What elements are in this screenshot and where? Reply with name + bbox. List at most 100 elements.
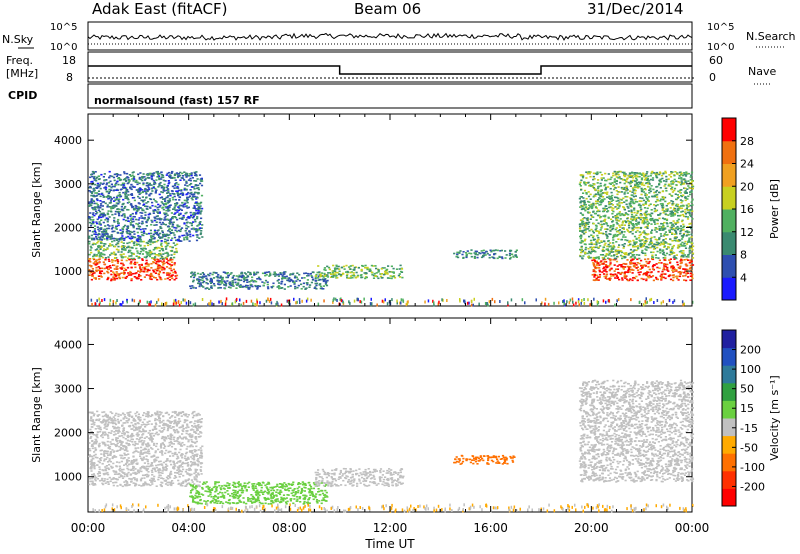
scatter-pixel [268,299,271,303]
scatter-pixel [174,301,177,305]
echo-pixel [593,243,596,245]
echo-pixel [92,255,95,258]
echo-pixel [636,269,640,271]
echo-pixel [604,277,607,279]
echo-pixel [657,257,660,259]
echo-pixel [173,278,176,281]
echo-pixel [623,266,627,268]
echo-pixel [629,268,632,271]
echo-pixel [645,201,648,203]
echo-pixel [629,221,633,223]
echo-pixel [93,202,96,205]
echo-pixel [651,257,654,260]
echo-pixel [100,203,103,205]
scatter-pixel [596,300,599,304]
echo-pixel [680,252,683,254]
echo-pixel [651,217,654,220]
echo-pixel [161,202,164,205]
echo-pixel [635,183,639,186]
echo-pixel [128,258,131,261]
echo-pixel [588,211,591,214]
echo-pixel [620,238,624,241]
echo-pixel [653,221,656,223]
echo-pixel [689,187,692,190]
echo-region [88,170,204,242]
echo-pixel [132,206,135,208]
echo-pixel [669,249,672,251]
echo-pixel [99,228,103,230]
echo-pixel [280,283,283,285]
echo-pixel [605,208,608,210]
echo-pixel [324,280,327,282]
scatter-pixel [98,297,100,301]
echo-pixel [615,173,618,175]
echo-pixel [101,215,105,218]
echo-pixel [103,214,106,217]
echo-pixel [380,273,383,275]
echo-pixel [168,171,171,174]
echo-pixel [617,177,620,179]
echo-pixel [88,235,91,238]
echo-pixel [118,191,121,194]
echo-pixel [98,185,101,188]
echo-pixel [185,232,188,234]
echo-pixel [171,196,174,199]
echo-pixel [680,172,683,175]
echo-pixel [661,202,664,205]
echo-pixel [598,242,601,244]
echo-pixel [227,274,230,277]
echo-pixel [231,280,234,282]
echo-pixel [644,182,648,185]
echo-pixel [100,242,103,245]
echo-pixel [195,239,199,242]
echo-pixel [91,243,94,246]
echo-pixel [162,179,165,182]
echo-pixel [379,273,382,275]
echo-pixel [592,231,595,234]
echo-pixel [644,240,647,242]
echo-pixel [602,207,605,210]
echo-pixel [612,223,615,226]
echo-pixel [163,213,166,216]
echo-pixel [644,248,647,250]
echo-pixel [115,182,118,185]
echo-pixel [644,188,647,191]
echo-pixel [656,243,659,246]
echo-pixel [200,201,203,204]
echo-pixel [164,200,167,202]
echo-pixel [675,270,678,272]
echo-pixel [618,211,621,213]
echo-pixel [171,246,174,249]
echo-pixel [95,259,98,261]
echo-pixel [106,206,109,208]
echo-pixel [687,276,690,278]
echo-pixel [136,250,139,252]
echo-pixel [340,266,344,269]
echo-pixel [683,259,686,261]
echo-pixel [140,264,143,266]
echo-pixel [221,276,224,279]
echo-pixel [98,244,101,247]
echo-pixel [139,178,143,181]
echo-pixel [197,184,200,187]
echo-pixel [680,235,683,237]
echo-pixel [653,207,656,210]
echo-pixel [145,173,148,176]
echo-pixel [142,204,145,206]
echo-pixel [629,190,632,193]
echo-pixel [627,241,631,243]
echo-pixel [353,266,356,269]
echo-pixel [161,261,164,264]
echo-pixel [673,239,676,242]
echo-pixel [659,172,662,174]
echo-pixel [647,200,650,202]
echo-pixel [171,192,174,195]
echo-pixel [283,277,286,279]
echo-pixel [692,245,695,248]
echo-pixel [146,244,150,247]
echo-pixel [636,279,639,282]
echo-pixel [132,186,135,188]
echo-pixel [679,207,682,210]
echo-pixel [91,273,94,276]
echo-pixel [102,213,106,215]
